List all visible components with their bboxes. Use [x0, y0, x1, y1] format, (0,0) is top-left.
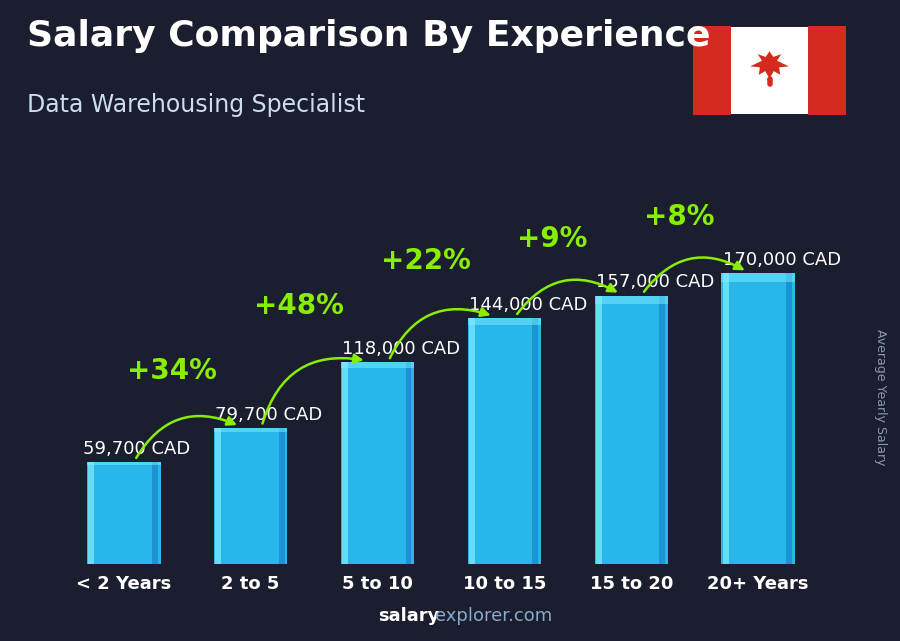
Bar	[215, 428, 221, 564]
Text: +22%: +22%	[381, 247, 471, 275]
Bar	[214, 428, 287, 432]
Bar	[533, 318, 538, 564]
Bar	[468, 318, 541, 326]
Text: Data Warehousing Specialist: Data Warehousing Specialist	[27, 93, 365, 117]
Bar	[723, 274, 729, 564]
Text: 79,700 CAD: 79,700 CAD	[215, 406, 322, 424]
Bar	[214, 428, 287, 564]
Text: 144,000 CAD: 144,000 CAD	[469, 296, 588, 313]
Text: +34%: +34%	[127, 357, 217, 385]
Polygon shape	[693, 26, 731, 115]
Text: 118,000 CAD: 118,000 CAD	[342, 340, 460, 358]
Text: +48%: +48%	[254, 292, 344, 320]
Bar	[342, 362, 348, 564]
Bar	[722, 274, 795, 282]
Bar	[595, 296, 668, 304]
Bar	[469, 318, 475, 564]
Bar	[722, 274, 795, 564]
Text: explorer.com: explorer.com	[435, 607, 552, 625]
Bar	[152, 462, 158, 564]
Text: Average Yearly Salary: Average Yearly Salary	[874, 329, 886, 465]
FancyBboxPatch shape	[694, 26, 845, 115]
Text: Salary Comparison By Experience: Salary Comparison By Experience	[27, 19, 710, 53]
Bar	[595, 296, 668, 564]
Bar	[279, 428, 284, 564]
Text: 170,000 CAD: 170,000 CAD	[723, 251, 841, 269]
Bar	[787, 274, 792, 564]
Bar	[87, 462, 160, 465]
Text: 59,700 CAD: 59,700 CAD	[83, 440, 191, 458]
Bar	[468, 318, 541, 564]
Bar	[406, 362, 411, 564]
Bar	[596, 296, 602, 564]
Text: +8%: +8%	[644, 203, 715, 231]
Text: 157,000 CAD: 157,000 CAD	[596, 274, 715, 292]
Bar	[88, 462, 94, 564]
Polygon shape	[751, 51, 788, 79]
Bar	[341, 362, 414, 564]
Text: +9%: +9%	[518, 225, 588, 253]
Polygon shape	[808, 26, 846, 115]
Bar	[87, 462, 160, 564]
Text: salary: salary	[378, 607, 439, 625]
Bar	[660, 296, 665, 564]
Bar	[341, 362, 414, 369]
